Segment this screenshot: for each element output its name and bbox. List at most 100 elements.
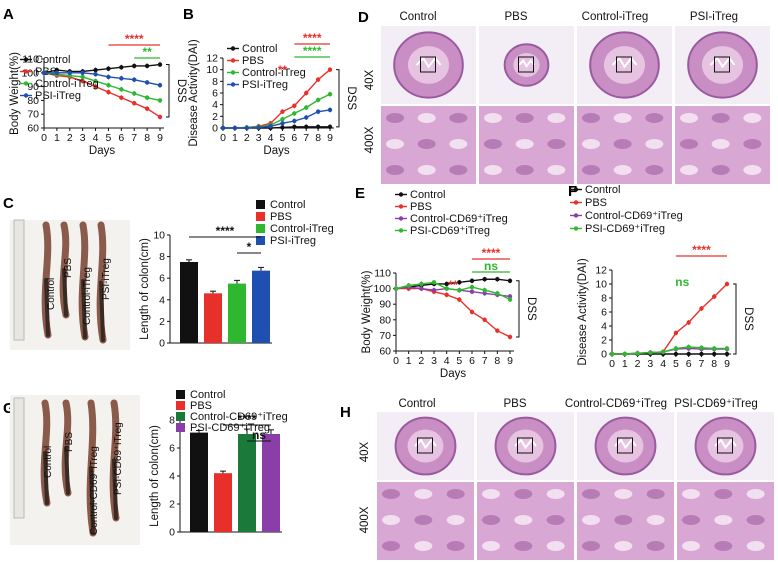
y-axis-label: Disease Activity(DAI)	[188, 39, 200, 147]
tissue-gland	[746, 515, 765, 525]
legend-label: Control	[410, 189, 445, 201]
tissue-gland	[682, 515, 700, 525]
legend-swatch-marker	[573, 187, 579, 192]
y-tick-label: 4	[169, 471, 175, 483]
colon-lumen	[518, 58, 535, 68]
data-point	[80, 74, 85, 80]
legend-swatch-marker	[398, 204, 404, 209]
x-tick-label: 8	[711, 358, 717, 370]
y-tick-label: 0	[169, 527, 175, 539]
data-point	[280, 117, 285, 122]
legend-label: PSI-iTreg	[35, 90, 81, 102]
y-tick-label: 80	[27, 95, 39, 107]
tissue-gland	[746, 489, 765, 499]
dss-bracket	[336, 69, 340, 128]
y-tick-label: 6	[601, 307, 607, 319]
data-point	[431, 280, 437, 285]
histology-h-header-control: Control	[398, 398, 435, 410]
x-tick-label: 5	[106, 132, 112, 144]
tissue-gland	[546, 515, 565, 525]
significance-label: ****	[216, 224, 235, 238]
series-psi-cd69-itreg	[393, 279, 513, 303]
legend-swatch-marker	[23, 81, 29, 86]
panel-label-g: G	[3, 400, 15, 417]
x-tick-label: 3	[647, 358, 653, 370]
colon-photo-c-label-pbs: PBS	[63, 258, 74, 278]
series-control	[41, 62, 163, 76]
legend-label: PSI-CD69⁺iTreg	[585, 223, 665, 235]
histology-tile-40x	[675, 26, 770, 104]
histology-d-header-psi-itreg: PSI-iTreg	[690, 11, 738, 23]
colon-specimen-distal	[64, 446, 70, 495]
bar-psi-itreg	[252, 270, 270, 343]
bar-control	[190, 432, 208, 532]
panel-label-b: B	[183, 6, 194, 23]
data-point	[469, 278, 475, 283]
zoom-box	[518, 56, 534, 73]
data-point	[119, 87, 124, 92]
colon-specimen-distal	[81, 279, 87, 339]
x-tick-label: 6	[291, 132, 297, 144]
data-point	[304, 105, 309, 110]
tissue-gland	[582, 541, 600, 551]
legend-swatch	[176, 423, 185, 432]
data-point	[699, 351, 704, 357]
data-point	[80, 70, 85, 76]
histology-d-headers: Control PBS Control-iTreg PSI-iTreg	[399, 11, 738, 23]
data-point	[54, 70, 60, 76]
data-point	[304, 90, 309, 96]
data-point	[686, 320, 691, 325]
y-tick-label: 70	[379, 330, 391, 342]
tissue-gland	[417, 113, 436, 123]
tissue-gland	[382, 541, 400, 551]
colon-photo-g-label-control: Control	[43, 446, 54, 478]
x-tick-label: 4	[444, 355, 450, 367]
data-point	[507, 294, 513, 299]
data-point	[712, 346, 717, 351]
histology-tile-400x	[377, 482, 474, 560]
data-point	[132, 77, 137, 82]
data-point	[327, 124, 333, 130]
tissue-gland	[714, 515, 733, 525]
series-pbs	[609, 281, 730, 357]
dss-label: DSS	[175, 79, 187, 103]
x-axis-label: Days	[263, 145, 289, 157]
colon-photo-g-label-pbs: PBS	[64, 432, 75, 452]
histology-h-grid	[377, 412, 774, 560]
data-point	[157, 98, 163, 103]
line-chart-e: 0 1 2 3 4 5 6 7 8 9 60 70 80 90 100 110 Days Body Weight(…	[361, 189, 537, 380]
tissue-gland	[414, 515, 433, 525]
x-tick-label: 8	[315, 132, 321, 144]
data-point	[457, 280, 462, 285]
x-tick-label: 5	[456, 355, 462, 367]
histology-panel-d: Control PBS Control-iTreg PSI-iTreg 40X …	[364, 11, 770, 184]
data-point	[144, 80, 150, 85]
data-point	[724, 346, 730, 351]
data-point	[482, 317, 487, 322]
tissue-gland	[680, 113, 698, 123]
x-tick-label: 3	[256, 132, 262, 144]
x-tick-label: 6	[118, 132, 124, 144]
zoom-box	[616, 56, 632, 73]
data-point	[507, 334, 513, 340]
y-tick-label: 12	[206, 53, 218, 65]
data-point	[132, 91, 137, 96]
bar-chart-g: 0 2 4 6 8 Length of colon(cm) ControlPBSContro…	[149, 389, 288, 539]
data-point	[686, 344, 691, 350]
y-tick-label: 2	[159, 316, 165, 328]
tissue-gland	[714, 489, 733, 499]
tissue-gland	[449, 139, 468, 149]
data-point	[132, 100, 137, 106]
data-point	[699, 306, 704, 311]
y-axis-label: Body Weight(%)	[9, 52, 21, 135]
data-point	[106, 83, 111, 88]
data-point	[157, 62, 163, 67]
y-tick-label: 6	[212, 88, 218, 100]
data-point	[495, 328, 500, 333]
tissue-gland	[386, 139, 404, 149]
data-point	[315, 97, 321, 103]
legend-swatch	[256, 200, 265, 209]
y-tick-label: 10	[153, 230, 165, 242]
legend-label: PSI-CD69⁺iTreg	[410, 225, 490, 237]
